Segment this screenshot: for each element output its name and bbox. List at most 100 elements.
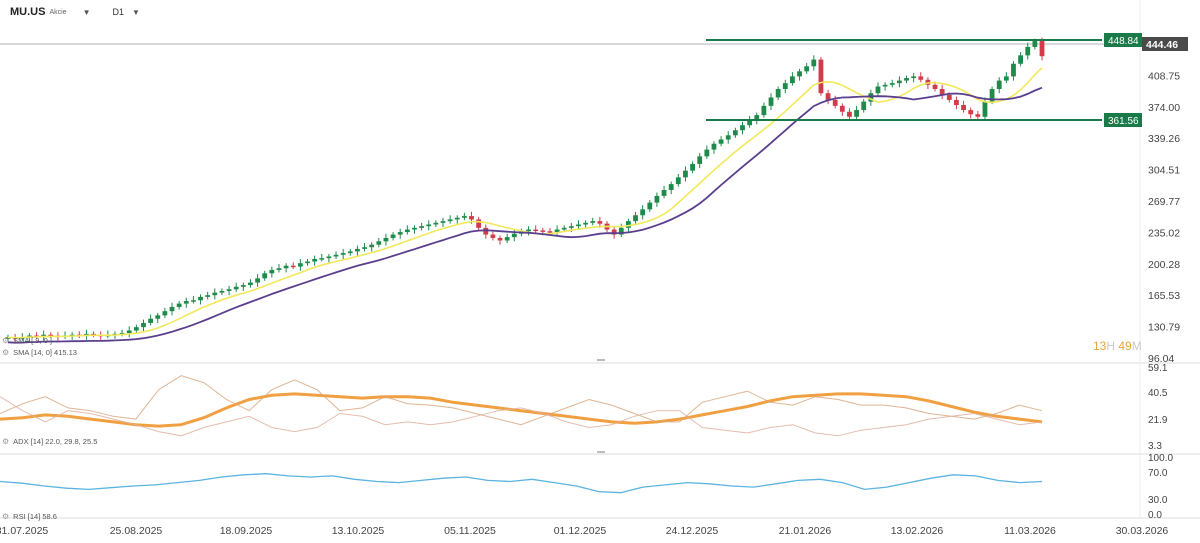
candle-body	[690, 163, 695, 171]
price-tick-label: 200.28	[1148, 259, 1180, 271]
candle-body	[654, 195, 660, 203]
candle-body	[397, 232, 403, 235]
settings-icon[interactable]: ⚙	[2, 437, 10, 446]
candle-body	[597, 221, 603, 224]
candle-body	[340, 253, 346, 255]
x-tick-label: 21.01.2026	[779, 525, 832, 537]
candle-body	[219, 290, 225, 293]
candle-body	[454, 217, 460, 220]
candle-body	[41, 334, 47, 337]
candle-body	[255, 278, 260, 283]
instrument-type: Akcie	[49, 8, 67, 16]
candle-body	[939, 89, 945, 95]
candle-body	[376, 241, 382, 245]
candle-body	[904, 78, 909, 81]
candle-body	[583, 222, 589, 225]
candle-body	[861, 101, 867, 111]
candle-body	[490, 234, 496, 238]
candle-body	[390, 234, 396, 238]
sma9-line	[7, 67, 1043, 339]
sma9-label[interactable]: ⚙ SMA [ 9, 0 ]	[2, 336, 52, 345]
level-badge	[1104, 33, 1142, 47]
x-tick-label: 25.08.2025	[110, 525, 163, 537]
candle-body	[754, 115, 760, 121]
x-tick-label: 30.03.2026	[1116, 525, 1169, 537]
candle-body	[725, 135, 731, 140]
candle-body	[576, 224, 581, 227]
adx-label[interactable]: ⚙ ADX [14] 22.0, 29.8, 25.5	[2, 437, 97, 446]
level-label: 361.56	[1108, 116, 1139, 127]
rsi-line	[0, 473, 1043, 494]
candle-body	[889, 83, 895, 85]
candle-countdown: 13H 49M	[1093, 339, 1142, 353]
rsi-tick-label: 0.0	[1148, 510, 1162, 521]
adx-tick-label: 40.5	[1148, 388, 1168, 399]
panel-resize-handle	[597, 359, 605, 361]
candle-body	[697, 156, 703, 164]
candle-body	[269, 269, 275, 274]
sma14-line	[7, 86, 1043, 344]
candle-body	[811, 59, 817, 67]
panel-resize-handle	[597, 451, 605, 453]
current-price-badge	[1142, 37, 1188, 51]
settings-icon[interactable]: ⚙	[2, 348, 10, 357]
x-tick-label: 31.07.2025	[0, 525, 48, 537]
candle-body	[761, 105, 767, 116]
candle-body	[732, 130, 738, 136]
candle-body	[561, 227, 567, 230]
candle-body	[276, 268, 282, 270]
x-tick-label: 18.09.2025	[220, 525, 273, 537]
candle-body	[1003, 76, 1009, 81]
adx-series-line	[0, 392, 1043, 428]
candle-body	[176, 303, 182, 307]
candle-body	[989, 89, 995, 102]
price-tick-label: 408.75	[1148, 70, 1180, 82]
candle-body	[183, 301, 189, 304]
candle-body	[48, 334, 54, 337]
candle-body	[804, 66, 810, 72]
candle-body	[511, 233, 517, 238]
candle-body	[319, 258, 325, 260]
candle-body	[133, 327, 139, 331]
candle-body	[412, 227, 417, 230]
candle-body	[419, 226, 424, 228]
candle-body	[198, 296, 203, 301]
rsi-text: RSI [14] 58.6	[13, 512, 57, 521]
adx-series-line	[0, 396, 1043, 437]
candle-body	[126, 330, 132, 334]
sma14-label[interactable]: ⚙ SMA [14, 0] 415.13	[2, 348, 77, 357]
rsi-label[interactable]: ⚙ RSI [14] 58.6	[2, 512, 57, 521]
candle-body	[1011, 63, 1016, 77]
price-tick-label: 339.26	[1148, 133, 1180, 145]
timeframe-dropdown-icon[interactable]: ▼	[132, 7, 140, 17]
candle-body	[896, 80, 902, 84]
symbol-dropdown-icon[interactable]: ▼	[82, 7, 91, 17]
candle-body	[383, 237, 389, 242]
timeframe-label[interactable]: D1	[112, 7, 125, 17]
candle-body	[626, 221, 631, 228]
candle-body	[312, 258, 318, 262]
candle-body	[169, 306, 175, 312]
candle-body	[618, 227, 624, 235]
candle-body	[476, 219, 482, 228]
price-tick-label: 374.00	[1148, 102, 1180, 114]
settings-icon[interactable]: ⚙	[2, 336, 10, 345]
candle-body	[226, 289, 232, 291]
settings-icon[interactable]: ⚙	[2, 512, 10, 521]
candle-body	[148, 318, 154, 323]
candle-body	[1018, 55, 1024, 64]
candle-body	[839, 105, 845, 112]
price-tick-label: 304.51	[1148, 165, 1180, 177]
sma14-text: SMA [14, 0] 415.13	[13, 348, 77, 357]
candle-body	[668, 184, 674, 190]
candle-body	[675, 177, 681, 185]
candle-body	[633, 215, 638, 222]
symbol-label[interactable]: MU.US	[10, 6, 46, 18]
candle-body	[355, 248, 360, 252]
countdown-hours: 13	[1093, 339, 1107, 353]
candle-body	[711, 143, 717, 150]
candle-body	[946, 94, 952, 100]
candle-body	[155, 315, 161, 319]
